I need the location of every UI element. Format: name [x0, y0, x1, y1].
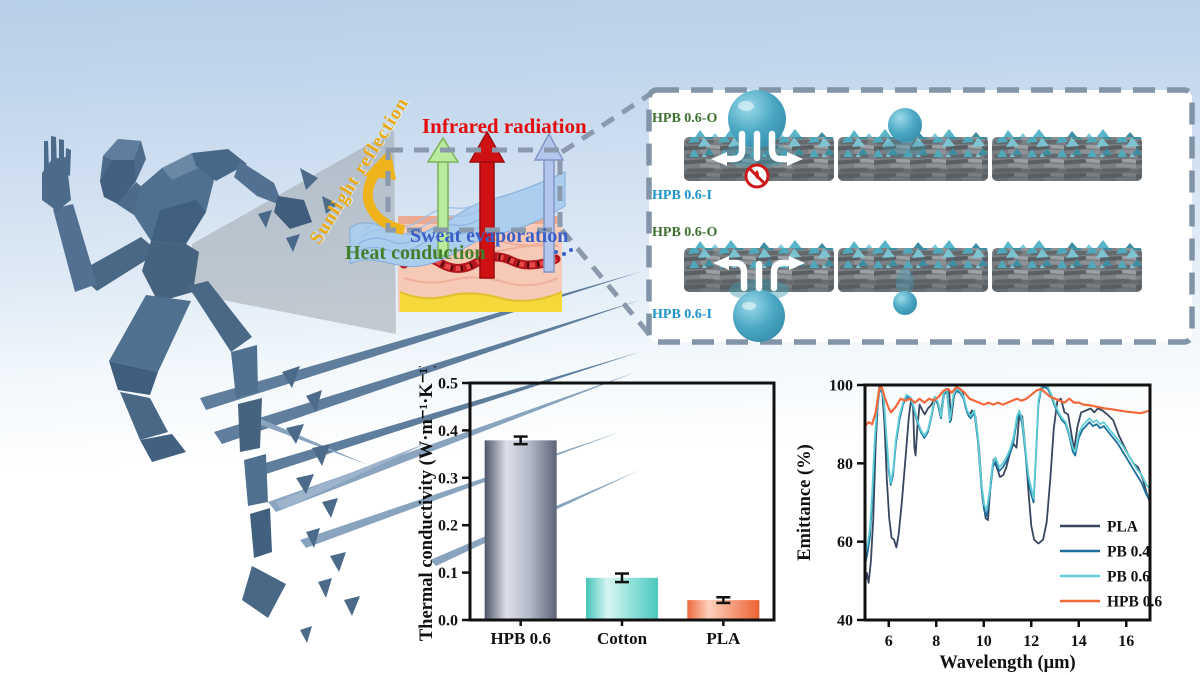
dashed-highlight-box [385, 147, 563, 233]
legend-entry-pla: PLA [1060, 519, 1139, 536]
svg-text:Cotton: Cotton [597, 629, 648, 648]
svg-text:80: 80 [837, 456, 853, 473]
prohibition-icon [744, 163, 770, 189]
sweat-evaporation-label: Sweat evaporation [410, 225, 569, 247]
line-xlabel: Wavelength (μm) [939, 653, 1075, 673]
svg-text:16: 16 [1118, 633, 1134, 650]
svg-text:6: 6 [885, 633, 893, 650]
svg-text:100: 100 [829, 378, 853, 395]
legend-entry-pb-0-4: PB 0.4 [1060, 544, 1150, 561]
blocked-arrows-icon [711, 130, 803, 166]
legend-entry-hpb-0-6: HPB 0.6 [1060, 594, 1162, 611]
water-droplet-row2-col2 [893, 268, 917, 315]
fabric-layer [349, 171, 566, 268]
svg-text:0.3: 0.3 [438, 470, 458, 487]
bar-ylabel: Thermal conductivity (W·m⁻¹·K⁻¹) [418, 366, 437, 641]
svg-text:HPB 0.6: HPB 0.6 [1107, 594, 1162, 611]
svg-text:PLA: PLA [706, 629, 741, 648]
svg-text:12: 12 [1023, 633, 1039, 650]
emittance-spectra-chart: 6 8 10 12 14 16 40 60 80 100 PLA PB 0.4 PB 0.6 HPB 0.… [795, 378, 1162, 674]
bar-PLA [687, 600, 760, 620]
svg-text:0.4: 0.4 [438, 423, 458, 440]
panel-label-hpb06i-top: HPB 0.6-I [652, 188, 712, 203]
water-droplet-row1-col2 [883, 108, 927, 157]
series-pb-0-6-line [864, 384, 1151, 555]
panel-label-hpb06o-top: HPB 0.6-O [652, 111, 718, 126]
fragment-shards [282, 366, 360, 643]
svg-text:HPB 0.6: HPB 0.6 [490, 629, 550, 648]
sweat-dots [554, 248, 573, 256]
heat-conduction-label: Heat conduction [345, 242, 486, 264]
connector-top [560, 92, 651, 155]
sunlight-beam [192, 130, 396, 334]
svg-text:60: 60 [837, 534, 853, 551]
bar-Cotton [586, 577, 658, 620]
fat-layer [400, 292, 562, 312]
svg-text:0.1: 0.1 [438, 565, 458, 582]
runner-illustration [42, 136, 360, 643]
svg-text:14: 14 [1071, 633, 1087, 650]
svg-text:PB 0.4: PB 0.4 [1107, 544, 1150, 561]
bar-HPB 0.6 [484, 440, 557, 620]
panel-label-hpb06o-bottom: HPB 0.6-O [652, 225, 718, 240]
wicking-arrows-icon [713, 256, 805, 292]
line-ylabel: Emittance (%) [795, 444, 815, 561]
panel-label-hpb06i-bottom: HPB 0.6-I [652, 307, 712, 322]
thermal-conductivity-chart: 0.0 0.1 0.2 0.3 0.4 0.5 HPB 0.6 Cotton PLA Therma… [418, 366, 776, 648]
svg-text:0.2: 0.2 [438, 518, 458, 535]
infrared-radiation-arrow [468, 130, 506, 279]
infrared-radiation-label: Infrared radiation [422, 114, 587, 138]
svg-text:10: 10 [976, 633, 992, 650]
svg-text:0.5: 0.5 [438, 376, 458, 393]
svg-text:8: 8 [932, 633, 940, 650]
legend-entry-pb-0-6: PB 0.6 [1060, 569, 1150, 586]
svg-text:40: 40 [837, 613, 853, 630]
sweat-evaporation-arrow [533, 132, 565, 273]
svg-text:PB 0.6: PB 0.6 [1107, 569, 1150, 586]
svg-text:0.0: 0.0 [438, 613, 458, 630]
svg-text:PLA: PLA [1107, 519, 1139, 536]
series-hpb-0-6-line [863, 385, 1152, 428]
